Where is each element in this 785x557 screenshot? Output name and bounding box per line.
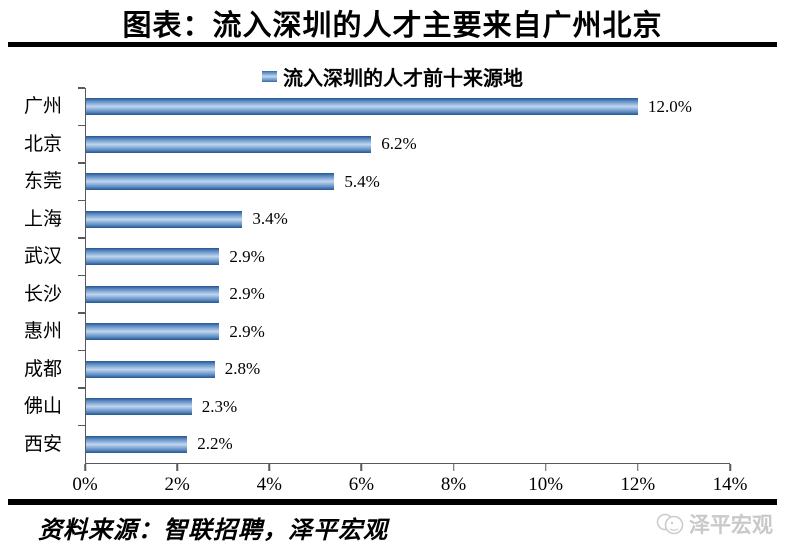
y-axis-tick bbox=[78, 162, 85, 164]
y-axis-tick bbox=[78, 87, 85, 89]
y-axis-tick bbox=[78, 124, 85, 127]
zeping-macro-logo-icon bbox=[656, 513, 684, 535]
watermark-label: 泽平宏观 bbox=[689, 513, 773, 537]
bar-track: 5.4% bbox=[78, 162, 730, 201]
y-axis-tick bbox=[78, 199, 85, 202]
x-axis: 0% 2% 4% 6% 8% 10% 12% 14% bbox=[72, 463, 747, 499]
x-axis-tick bbox=[637, 464, 639, 471]
bar-track: 2.9% bbox=[78, 237, 730, 276]
bar bbox=[86, 360, 215, 378]
bar-track: 2.8% bbox=[78, 349, 730, 388]
top-divider bbox=[8, 42, 777, 47]
x-tick-label: 14% bbox=[712, 474, 748, 495]
chart-row: 佛山 2.3% bbox=[0, 387, 730, 426]
x-axis-tick bbox=[452, 464, 455, 471]
value-label: 3.4% bbox=[252, 209, 288, 229]
x-axis-tick bbox=[729, 464, 731, 471]
bar-track: 3.4% bbox=[78, 199, 730, 238]
bar bbox=[86, 435, 188, 453]
x-axis-tick bbox=[544, 464, 547, 471]
chart-row: 惠州 2.9% bbox=[0, 312, 730, 351]
y-axis-tick bbox=[78, 424, 85, 427]
page-title: 图表：流入深圳的人才主要来自广州北京 bbox=[122, 10, 663, 42]
y-axis-tick bbox=[78, 274, 85, 277]
chart-row: 东莞 5.4% bbox=[0, 162, 730, 201]
category-label: 成都 bbox=[23, 358, 62, 380]
bar-track: 2.3% bbox=[78, 387, 730, 426]
category-label: 佛山 bbox=[23, 396, 62, 418]
value-label: 2.3% bbox=[201, 396, 238, 416]
bar-track: 2.2% bbox=[78, 424, 730, 463]
bottom-divider bbox=[8, 499, 777, 505]
bar-track: 2.9% bbox=[78, 312, 730, 351]
category-label: 北京 bbox=[23, 133, 62, 155]
category-label: 惠州 bbox=[23, 321, 62, 343]
chart-row: 长沙 2.9% bbox=[0, 274, 730, 313]
y-axis-tick bbox=[78, 349, 85, 352]
legend: 流入深圳的人才前十来源地 bbox=[0, 62, 785, 91]
value-label: 2.2% bbox=[197, 434, 233, 454]
legend-swatch-icon bbox=[262, 71, 277, 82]
y-axis-tick bbox=[78, 237, 85, 239]
chart-row: 武汉 2.9% bbox=[0, 237, 730, 276]
x-axis-tick bbox=[268, 464, 271, 471]
value-label: 6.2% bbox=[381, 134, 417, 154]
bar-track: 6.2% bbox=[78, 124, 730, 163]
bar bbox=[86, 398, 192, 416]
x-tick-label: 8% bbox=[440, 474, 467, 495]
value-label: 12.0% bbox=[648, 96, 692, 116]
bar bbox=[86, 98, 638, 116]
x-axis-tick bbox=[176, 464, 178, 471]
chart-row: 上海 3.4% bbox=[0, 199, 730, 238]
watermark: 泽平宏观 bbox=[656, 509, 773, 539]
value-label: 2.9% bbox=[229, 246, 265, 266]
x-tick-label: 6% bbox=[348, 474, 375, 495]
x-tick-label: 4% bbox=[256, 474, 282, 495]
bar bbox=[86, 135, 372, 153]
x-tick-label: 0% bbox=[72, 474, 98, 495]
source-text: 资料来源：智联招聘，泽平宏观 bbox=[38, 518, 388, 544]
bar bbox=[86, 173, 335, 191]
category-label: 长沙 bbox=[23, 283, 62, 305]
bar-chart-plot: 广州 12.0% 北京 6.2% 东莞 5.4% 上海 3.4% 武汉 2.9% 长沙 2.9% 惠州 2… bbox=[0, 87, 730, 463]
value-label: 2.9% bbox=[229, 284, 265, 304]
y-axis-tick bbox=[78, 387, 85, 389]
bar bbox=[86, 210, 243, 228]
bar-track: 12.0% bbox=[78, 87, 730, 126]
category-label: 西安 bbox=[23, 433, 62, 455]
category-label: 武汉 bbox=[23, 246, 62, 268]
chart-row: 西安 2.2% bbox=[0, 424, 730, 463]
value-label: 2.8% bbox=[224, 359, 261, 379]
category-label: 广州 bbox=[23, 96, 62, 118]
value-label: 5.4% bbox=[344, 171, 380, 191]
x-tick-label: 2% bbox=[164, 474, 190, 495]
chart-row: 北京 6.2% bbox=[0, 124, 730, 163]
bar bbox=[86, 248, 220, 266]
bar bbox=[86, 285, 220, 303]
x-tick-label: 12% bbox=[620, 474, 656, 495]
chart-row: 广州 12.0% bbox=[0, 87, 730, 126]
chart-row: 成都 2.8% bbox=[0, 349, 730, 388]
x-axis-tick bbox=[84, 464, 86, 471]
bar-track: 2.9% bbox=[78, 274, 730, 313]
category-label: 东莞 bbox=[23, 171, 62, 193]
x-axis-tick bbox=[360, 464, 363, 471]
legend-label: 流入深圳的人才前十来源地 bbox=[283, 68, 523, 90]
y-axis-tick bbox=[78, 312, 85, 314]
bar bbox=[86, 323, 220, 341]
category-label: 上海 bbox=[23, 208, 62, 230]
x-tick-label: 10% bbox=[528, 474, 564, 495]
value-label: 2.9% bbox=[229, 321, 265, 341]
